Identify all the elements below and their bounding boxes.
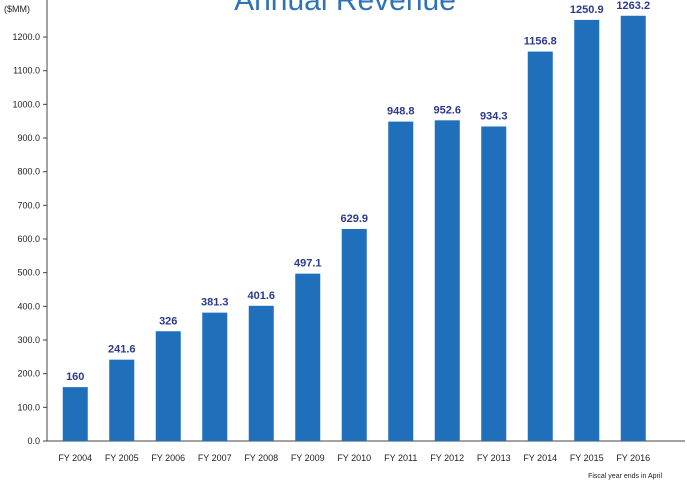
x-tick-label: FY 2010 [337,453,371,463]
value-label: 948.8 [387,106,415,118]
bar [295,273,321,441]
bar [388,121,414,441]
bar [202,312,228,441]
x-tick-label: FY 2004 [58,453,92,463]
value-label: 241.6 [108,344,136,356]
y-tick-label: 400.0 [17,301,40,311]
value-label: 629.9 [340,213,368,225]
bar [109,359,135,441]
bar [574,19,600,441]
bar [481,126,507,441]
y-tick-label: 1000.0 [12,99,40,109]
value-label: 1156.8 [524,36,557,48]
value-label: 497.1 [294,258,322,270]
x-tick-label: FY 2015 [570,453,604,463]
bar [620,15,646,441]
value-label: 326 [159,315,177,327]
value-label: 934.3 [480,110,508,122]
value-label: 381.3 [201,297,229,309]
y-tick-label: 0.0 [27,436,40,446]
footnote: Fiscal year ends in April [588,473,662,480]
y-tick-label: 100.0 [17,402,40,412]
y-tick-label: 500.0 [17,268,40,278]
x-tick-label: FY 2012 [430,453,464,463]
value-label: 1250.9 [570,4,604,16]
x-tick-label: FY 2014 [523,453,557,463]
value-label: 1263.2 [616,0,650,12]
y-tick-label: 900.0 [17,133,40,143]
bar [341,228,367,441]
x-tick-label: FY 2006 [151,453,185,463]
x-tick-label: FY 2005 [105,453,139,463]
y-tick-label: 1200.0 [12,32,40,42]
x-tick-label: FY 2009 [291,453,325,463]
y-tick-label: 800.0 [17,167,40,177]
bar [527,51,553,442]
bar [62,387,88,441]
bar [248,305,274,441]
x-tick-label: FY 2007 [198,453,232,463]
bar [155,331,181,441]
x-tick-label: FY 2013 [477,453,511,463]
y-tick-label: 700.0 [17,200,40,210]
chart-title: Annual Revenue [234,0,456,17]
value-label: 401.6 [247,290,275,302]
y-tick-label: 300.0 [17,335,40,345]
y-tick-label: 200.0 [17,369,40,379]
y-tick-label: 600.0 [17,234,40,244]
x-tick-label: FY 2008 [244,453,278,463]
bar [434,120,460,441]
x-tick-label: FY 2016 [616,453,650,463]
value-label: 952.6 [433,104,461,116]
x-tick-label: FY 2011 [384,453,417,463]
y-tick-label: 1100.0 [13,66,40,76]
y-axis-label: ($MM) [4,4,30,14]
value-label: 160 [66,371,84,383]
